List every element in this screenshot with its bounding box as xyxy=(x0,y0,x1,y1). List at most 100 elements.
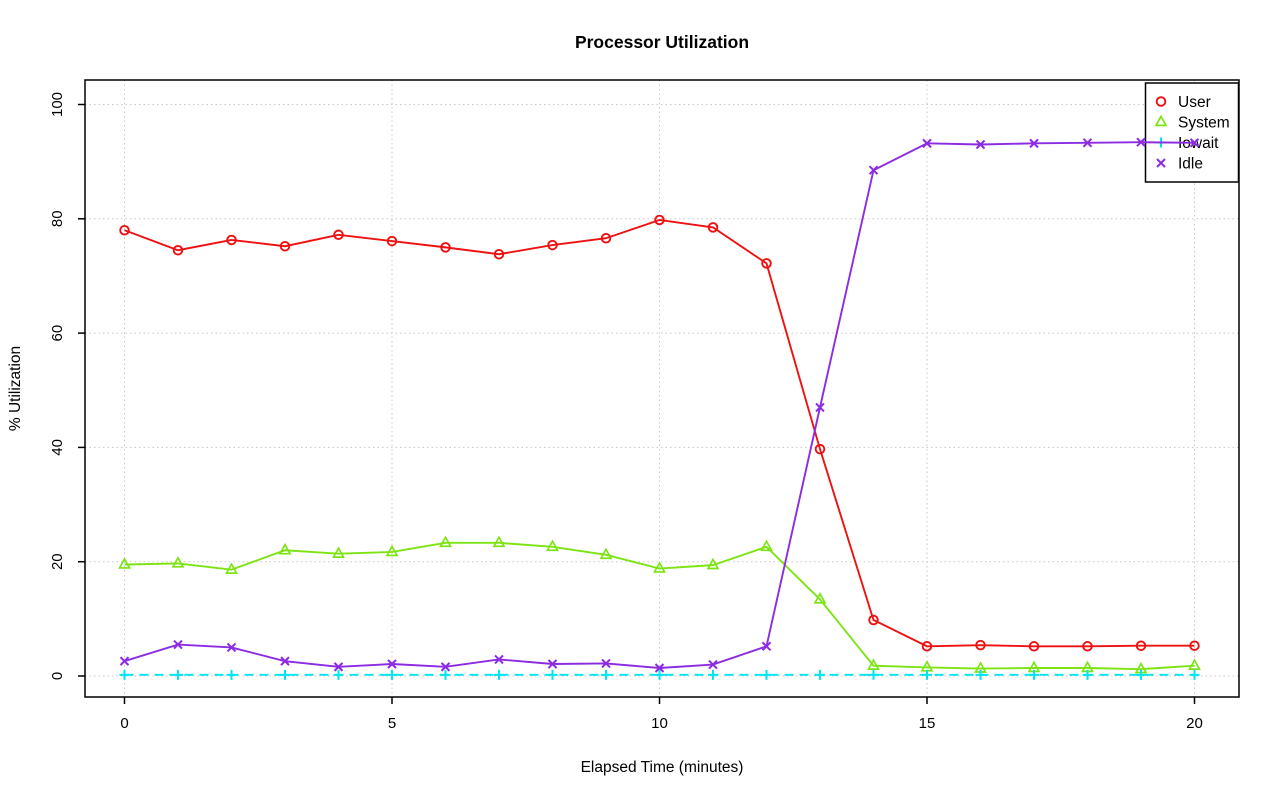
marker-plus-icon xyxy=(815,669,825,680)
marker-x-icon xyxy=(547,659,558,669)
marker-plus-icon xyxy=(1136,669,1146,680)
marker-circle-icon xyxy=(975,639,986,651)
marker-circle-icon xyxy=(493,248,505,260)
marker-plus-icon xyxy=(280,669,290,680)
marker-plus-icon xyxy=(494,669,504,680)
marker-plus-icon xyxy=(1189,669,1200,680)
x-tick-label: 0 xyxy=(120,715,128,732)
marker-circle-icon xyxy=(119,224,130,236)
y-tick-label: 0 xyxy=(49,672,66,680)
marker-x-icon xyxy=(226,642,237,653)
marker-plus-icon xyxy=(1082,669,1093,680)
marker-circle-icon xyxy=(654,214,665,226)
legend-item-system: System xyxy=(1154,114,1230,132)
marker-triangle-icon xyxy=(867,658,880,670)
marker-circle-icon xyxy=(1028,641,1040,652)
plot-box xyxy=(84,79,1240,698)
series-iowait xyxy=(119,669,1200,680)
marker-plus-icon xyxy=(654,669,665,680)
marker-x-icon xyxy=(708,659,718,670)
marker-x-icon xyxy=(1156,158,1166,168)
series-system-line xyxy=(124,541,1195,671)
marker-x-icon xyxy=(761,641,772,651)
marker-plus-icon xyxy=(868,669,879,680)
marker-triangle-icon xyxy=(813,592,827,604)
marker-x-icon xyxy=(601,658,611,669)
series-system xyxy=(118,535,1201,674)
y-tick-label: 80 xyxy=(49,210,66,227)
marker-circle-icon xyxy=(226,234,237,246)
y-tick-label: 100 xyxy=(49,92,66,117)
marker-circle-icon xyxy=(1082,641,1093,652)
series-user-line xyxy=(124,218,1195,648)
marker-x-icon xyxy=(440,662,451,672)
marker-x-icon xyxy=(1082,138,1093,148)
marker-triangle-icon xyxy=(599,547,613,560)
marker-triangle-icon xyxy=(171,556,185,568)
x-axis: 0 5 10 15 20 xyxy=(120,697,1203,732)
legend-item-user: User xyxy=(1155,94,1211,111)
marker-triangle-icon xyxy=(1188,658,1201,670)
x-tick-label: 15 xyxy=(919,715,936,732)
marker-plus-icon xyxy=(601,669,611,680)
marker-plus-icon xyxy=(922,669,932,680)
marker-circle-icon xyxy=(333,229,344,241)
legend-box xyxy=(1144,82,1240,183)
marker-x-icon xyxy=(280,656,290,666)
marker-triangle-icon xyxy=(385,544,399,557)
marker-circle-icon xyxy=(707,222,719,233)
marker-x-icon xyxy=(815,402,825,413)
marker-plus-icon xyxy=(975,669,986,680)
marker-circle-icon xyxy=(1155,96,1167,107)
legend-label: Idle xyxy=(1178,156,1203,173)
marker-circle-icon xyxy=(172,244,184,256)
marker-triangle-icon xyxy=(546,539,559,552)
marker-x-icon xyxy=(494,654,504,665)
marker-triangle-icon xyxy=(278,542,292,555)
marker-circle-icon xyxy=(440,242,451,253)
marker-plus-icon xyxy=(761,669,772,680)
marker-circle-icon xyxy=(1135,640,1147,651)
y-tick-label: 40 xyxy=(49,439,66,456)
series-user xyxy=(119,214,1200,652)
marker-circle-icon xyxy=(814,443,826,455)
marker-plus-icon xyxy=(440,669,451,680)
marker-triangle-icon xyxy=(492,535,506,548)
marker-x-icon xyxy=(119,656,130,666)
marker-plus-icon xyxy=(547,669,558,680)
legend-label: Iowait xyxy=(1178,135,1219,152)
marker-triangle-icon xyxy=(760,539,773,552)
marker-circle-icon xyxy=(600,232,612,244)
y-tick-label: 60 xyxy=(49,325,66,342)
marker-x-icon xyxy=(868,165,879,175)
marker-circle-icon xyxy=(547,239,558,251)
marker-x-icon xyxy=(654,663,665,673)
marker-circle-icon xyxy=(1189,640,1200,651)
legend-label: User xyxy=(1178,94,1211,111)
marker-plus-icon xyxy=(119,669,130,680)
marker-plus-icon xyxy=(333,669,344,680)
marker-x-icon xyxy=(1189,138,1200,148)
y-axis-label: % Utilization xyxy=(7,346,24,431)
marker-circle-icon xyxy=(761,258,772,269)
marker-x-icon xyxy=(333,662,344,672)
marker-triangle-icon xyxy=(1154,114,1168,127)
legend: User System Iowait Idle xyxy=(1144,82,1240,183)
marker-triangle-icon xyxy=(439,535,452,548)
marker-x-icon xyxy=(1136,137,1146,147)
marker-plus-icon xyxy=(1029,669,1039,680)
legend-item-idle: Idle xyxy=(1156,156,1203,173)
marker-x-icon xyxy=(922,138,932,149)
marker-triangle-icon xyxy=(225,562,238,574)
marker-circle-icon xyxy=(921,641,933,652)
marker-plus-icon xyxy=(173,669,183,680)
marker-circle-icon xyxy=(386,235,398,247)
marker-circle-icon xyxy=(868,614,879,626)
marker-triangle-icon xyxy=(706,557,720,570)
x-axis-label: Elapsed Time (minutes) xyxy=(581,759,744,776)
x-tick-label: 10 xyxy=(651,715,668,732)
x-tick-label: 5 xyxy=(388,715,396,732)
grid xyxy=(85,80,1239,697)
marker-triangle-icon xyxy=(332,546,345,558)
